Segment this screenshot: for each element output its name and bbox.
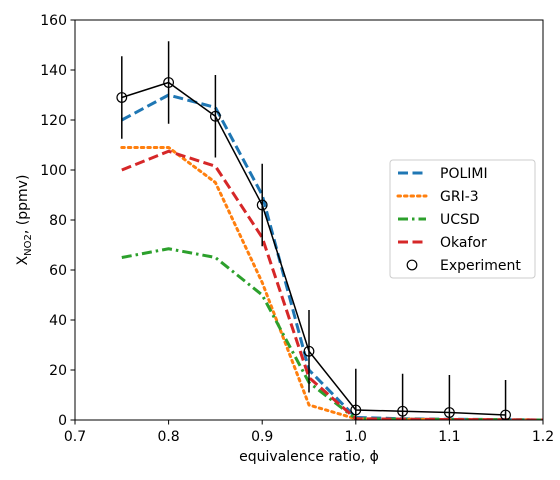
legend: POLIMI GRI-3 UCSD Okafor Experiment	[389, 159, 536, 279]
experiment-point	[209, 110, 221, 122]
y-tick-label: 20	[49, 363, 67, 379]
experiment-point	[350, 404, 362, 416]
legend-box	[389, 159, 536, 279]
y-tick-label: 60	[49, 263, 67, 279]
experiment-point	[116, 92, 128, 103]
experiment-point	[256, 199, 268, 211]
x-tick-label: 0.7	[64, 429, 86, 445]
legend-label: POLIMI	[440, 166, 488, 182]
y-tick-label: 160	[40, 13, 67, 29]
y-axis-label-main: X	[15, 255, 31, 265]
legend-marker	[406, 259, 418, 271]
y-tick-label: 140	[40, 63, 67, 79]
y-axis-label: XNO2, (ppmv)	[15, 175, 34, 266]
experiment-point	[444, 407, 455, 418]
x-tick-label: 1.2	[532, 429, 554, 445]
x-tick-label: 1.1	[438, 429, 460, 445]
experiment-point	[303, 345, 315, 357]
axes: 0.7 0.8 0.9 1.0 1.1 1.2 0 20 40 60 80 100 120 140 160 e…	[15, 13, 554, 465]
y-axis-label-tail: , (ppmv)	[15, 175, 31, 235]
y-tick-label: 120	[40, 113, 67, 129]
legend-label: UCSD	[440, 212, 480, 228]
x-tick-label: 0.8	[157, 429, 179, 445]
x-tick-label: 1.0	[345, 429, 367, 445]
y-axis-label-subscript: NO2	[23, 234, 34, 256]
x-axis-label: equivalence ratio, ϕ	[239, 449, 379, 465]
y-tick-label: 40	[49, 313, 67, 329]
y-tick-label: 100	[40, 163, 67, 179]
legend-label: Okafor	[440, 235, 487, 251]
y-tick-label: 80	[49, 213, 67, 229]
y-tick-label: 0	[58, 413, 67, 429]
experiment-point	[397, 405, 409, 417]
x-tick-label: 0.9	[251, 429, 273, 445]
experiment-point	[163, 77, 175, 88]
legend-label: Experiment	[440, 258, 521, 274]
legend-label: GRI-3	[440, 189, 479, 205]
